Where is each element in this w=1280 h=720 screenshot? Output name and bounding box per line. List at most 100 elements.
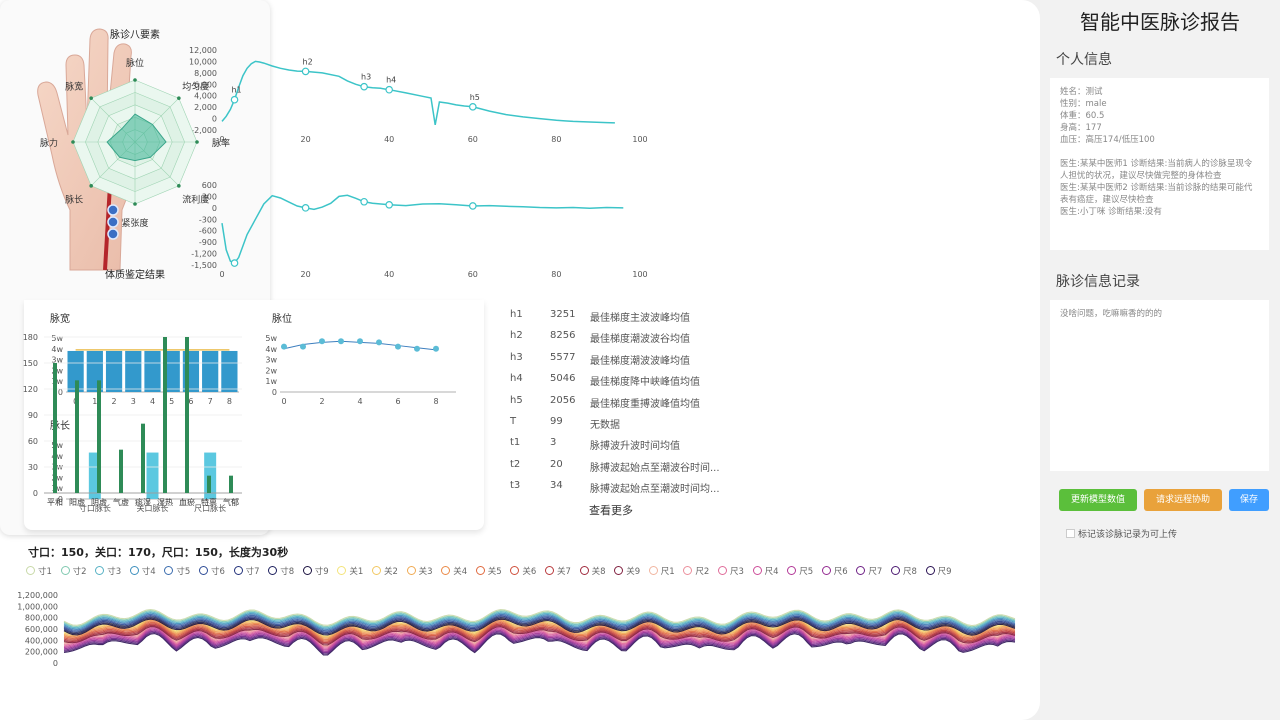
legend-item[interactable]: 关2 — [372, 565, 398, 577]
legend-item[interactable]: 关3 — [406, 565, 433, 577]
legend-label: 寸8 — [280, 567, 295, 577]
legend-marker-icon — [337, 566, 347, 575]
remote-assist-button[interactable]: 请求远程协助 — [1144, 489, 1222, 511]
width-bar — [221, 350, 238, 392]
param-description: 最佳梯度潮波波谷均值 — [590, 334, 690, 346]
legend-item[interactable]: 尺3 — [718, 565, 744, 577]
position-point — [376, 339, 382, 346]
y-tick-label: 0 — [212, 115, 217, 124]
legend-item[interactable]: 寸1 — [26, 565, 52, 577]
param-name: T — [510, 416, 517, 427]
legend-item[interactable]: 寸6 — [199, 565, 225, 577]
y-tick-label: 200,000 — [25, 648, 58, 657]
y-tick-label: 800,000 — [25, 614, 58, 623]
legend-item[interactable]: 尺4 — [752, 565, 779, 577]
radar-vertex-dot — [133, 78, 137, 82]
x-tick-label: 80 — [551, 270, 561, 279]
legend-item[interactable]: 关4 — [441, 565, 467, 577]
legend-item[interactable]: 尺7 — [856, 565, 882, 577]
view-more-link[interactable]: 查看更多 — [589, 504, 633, 517]
legend-label: 尺7 — [868, 567, 883, 577]
legend-item[interactable]: 尺5 — [787, 565, 813, 577]
radar-axis-label: 脉位 — [126, 57, 144, 69]
legend-label: 尺5 — [799, 567, 814, 577]
legend-label: 尺9 — [937, 567, 952, 577]
param-value: 34 — [550, 480, 563, 492]
legend-item[interactable]: 寸8 — [268, 565, 294, 577]
position-point — [357, 338, 363, 345]
constitution-bar — [229, 475, 233, 493]
x-tick-label: 2 — [319, 397, 324, 406]
y-tick-label: 1,200,000 — [17, 591, 58, 600]
legend-item[interactable]: 寸3 — [95, 565, 121, 577]
x-tick-label: 1 — [92, 397, 97, 406]
param-name: t2 — [510, 458, 521, 470]
channel-signal-line — [63, 630, 1016, 654]
y-tick-label: 2,000 — [194, 103, 217, 112]
legend-item[interactable]: 尺6 — [821, 565, 848, 577]
y-tick-label: 0 — [53, 659, 58, 668]
y-tick-label: -1,500 — [191, 261, 217, 270]
update-model-button[interactable]: 更新模型数值 — [1059, 489, 1137, 511]
legend-marker-icon — [752, 566, 762, 575]
legend-label: 尺1 — [660, 567, 675, 577]
channel-signal-line — [63, 612, 1016, 630]
legend-label: 尺3 — [730, 567, 744, 577]
legend-marker-icon — [26, 566, 35, 575]
position-point — [281, 343, 287, 350]
width-bar — [105, 350, 123, 392]
channel-signal-line — [63, 620, 1016, 640]
legend-item[interactable]: 寸4 — [129, 565, 156, 577]
y-tick-label: 60 — [28, 437, 38, 446]
wave-marker-point — [385, 201, 394, 209]
channel-signal-line — [63, 633, 1016, 656]
param-description: 脉搏波起始点至潮波时间均... — [590, 484, 720, 496]
legend-label: 关5 — [487, 567, 502, 577]
param-name: t1 — [510, 437, 521, 449]
record-textarea[interactable]: 没啥问题，吃嘛嘛香的的的 — [1050, 300, 1269, 471]
channel-signal-line — [63, 617, 1016, 635]
legend-label: 尺4 — [764, 567, 779, 577]
legend-label: 寸5 — [176, 567, 191, 577]
channel-legend: 寸1 寸2 寸3 寸4 寸5 寸6 寸7 寸8 寸9 关1 关2 关3 关4 关5 关6 关7 关8 关9 尺1 尺2… — [26, 565, 1006, 579]
legend-item[interactable]: 寸7 — [233, 565, 260, 577]
param-description: 无数据 — [590, 420, 620, 431]
channel-signal-line — [63, 623, 1016, 644]
legend-item[interactable]: 寸9 — [302, 565, 329, 577]
param-description: 脉搏波升波时间均值 — [590, 441, 680, 453]
legend-item[interactable]: 关1 — [337, 565, 363, 577]
personal-info-heading: 个人信息 — [1056, 52, 1112, 68]
legend-item[interactable]: 尺9 — [925, 565, 952, 577]
legend-label: 关1 — [349, 567, 364, 577]
legend-item[interactable]: 关5 — [475, 565, 502, 577]
wave-marker-point — [468, 202, 477, 210]
legend-item[interactable]: 关6 — [510, 565, 536, 577]
x-tick-label: 平和 — [47, 498, 63, 507]
position-point — [338, 338, 344, 345]
legend-item[interactable]: 关8 — [579, 565, 606, 577]
param-name: h5 — [510, 394, 523, 406]
y-tick-label: -600 — [199, 227, 217, 236]
personal-info-line: 血压：高压174/低压100 — [1060, 135, 1155, 145]
legend-marker-icon — [614, 566, 624, 575]
radar-vertex-dot — [71, 140, 75, 144]
legend-item[interactable]: 尺2 — [683, 565, 709, 577]
legend-item[interactable]: 寸2 — [60, 565, 87, 577]
legend-item[interactable]: 尺8 — [891, 565, 917, 577]
legend-item[interactable]: 关9 — [614, 565, 640, 577]
legend-label: 关6 — [522, 567, 537, 577]
legend-item[interactable]: 尺1 — [648, 565, 675, 577]
y-tick-label: 1,000,000 — [17, 602, 58, 611]
legend-item[interactable]: 关7 — [545, 565, 571, 577]
legend-item[interactable]: 寸5 — [164, 565, 190, 577]
legend-label: 寸3 — [107, 567, 122, 577]
param-name: h1 — [510, 309, 523, 320]
upload-checkbox[interactable] — [1066, 529, 1075, 538]
constitution-bar — [75, 380, 79, 493]
constitution-bar — [141, 423, 145, 493]
save-button[interactable]: 保存 — [1229, 489, 1269, 511]
legend-marker-icon — [164, 566, 174, 575]
x-tick-label: 20 — [301, 135, 311, 144]
x-tick-label: 60 — [468, 270, 478, 279]
y-tick-label: 5w — [51, 441, 63, 450]
